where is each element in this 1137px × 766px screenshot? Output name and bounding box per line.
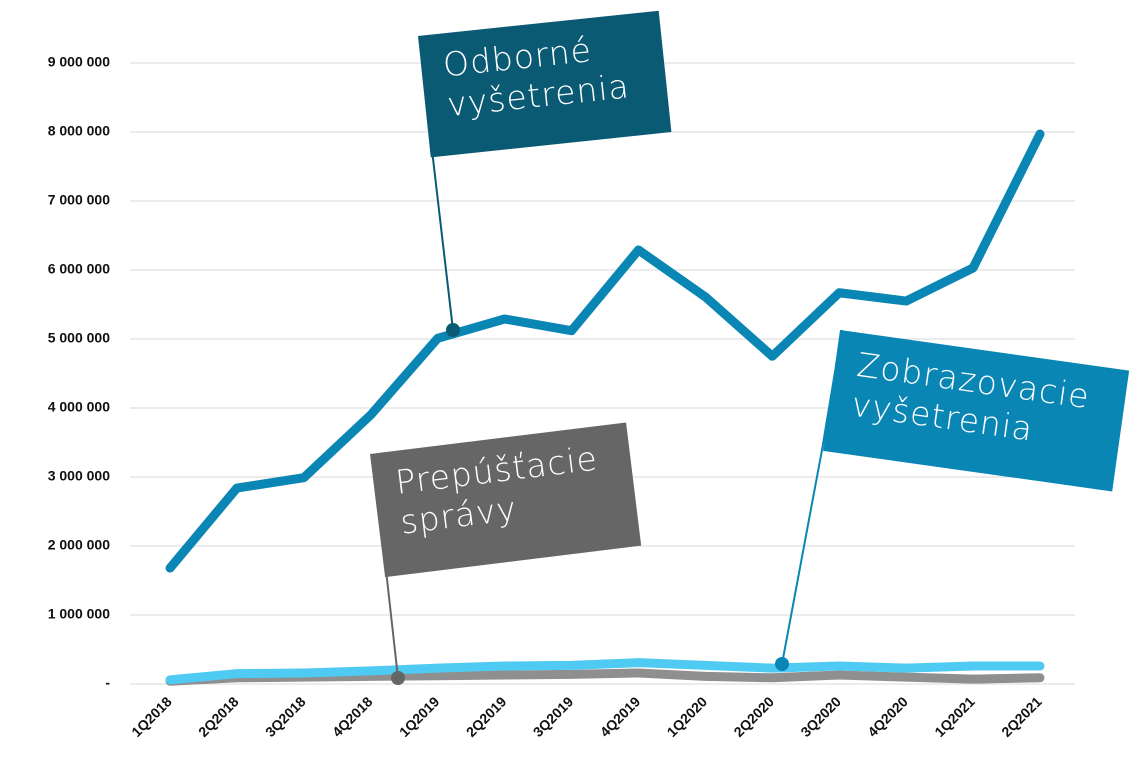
flag-dot <box>391 671 405 685</box>
y-tick-label: 9 000 000 <box>48 54 110 70</box>
series-line <box>165 129 1045 573</box>
y-tick-label: - <box>105 675 110 691</box>
flag-dot <box>446 323 460 337</box>
series-line <box>165 658 1045 685</box>
x-tick-label: 4Q2019 <box>597 693 644 740</box>
x-tick-label: 2Q2019 <box>463 693 510 740</box>
y-tick-label: 4 000 000 <box>48 399 110 415</box>
x-tick-label: 1Q2020 <box>664 693 711 740</box>
x-tick-label: 3Q2019 <box>530 693 577 740</box>
y-tick-label: 6 000 000 <box>48 261 110 277</box>
x-tick-label: 2Q2020 <box>731 693 778 740</box>
x-tick-label: 2Q2018 <box>195 693 242 740</box>
x-tick-label: 3Q2020 <box>797 693 844 740</box>
y-tick-label: 2 000 000 <box>48 537 110 553</box>
x-tick-label: 2Q2021 <box>998 693 1045 740</box>
flag-dot <box>775 657 789 671</box>
x-tick-label: 1Q2019 <box>396 693 443 740</box>
y-tick-label: 8 000 000 <box>48 123 110 139</box>
flag-pole <box>781 449 823 665</box>
x-tick-label: 4Q2018 <box>329 693 376 740</box>
x-tick-label: 4Q2020 <box>864 693 911 740</box>
y-tick-label: 5 000 000 <box>48 330 110 346</box>
y-tick-label: 1 000 000 <box>48 606 110 622</box>
flag-pole <box>385 569 399 679</box>
x-tick-label: 3Q2018 <box>262 693 309 740</box>
flag-pole <box>431 149 454 331</box>
legend-flag: Odborné vyšetrenia <box>418 10 672 158</box>
x-tick-label: 1Q2021 <box>931 693 978 740</box>
y-tick-label: 7 000 000 <box>48 192 110 208</box>
x-tick-label: 1Q2018 <box>128 693 175 740</box>
y-tick-label: 3 000 000 <box>48 468 110 484</box>
